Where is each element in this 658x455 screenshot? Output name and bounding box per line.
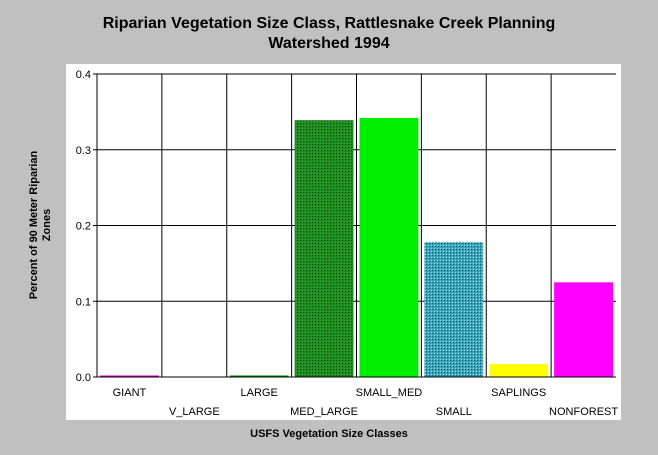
x-tick-label: V_LARGE xyxy=(169,406,220,418)
x-tick-label: LARGE xyxy=(241,387,278,399)
y-tick-label: 0.1 xyxy=(76,296,91,308)
chart-title-line-2: Watershed 1994 xyxy=(268,35,390,52)
bar-med-large xyxy=(294,120,354,378)
bar-small xyxy=(424,242,484,377)
x-axis-label: USFS Vegetation Size Classes xyxy=(250,428,408,440)
chart-title: Riparian Vegetation Size Class, Rattlesn… xyxy=(0,14,658,54)
bar-nonforest xyxy=(554,282,613,377)
y-tick-label: 0.4 xyxy=(76,69,91,81)
bar-small-med xyxy=(359,117,419,377)
bar-saplings xyxy=(489,364,549,377)
y-tick-label: 0.0 xyxy=(76,372,91,384)
x-tick-label: SAPLINGS xyxy=(491,387,546,399)
x-tick-label: MED_LARGE xyxy=(290,406,358,418)
y-tick-label: 0.3 xyxy=(76,145,91,157)
bar-large xyxy=(229,375,289,377)
x-tick-label: SMALL xyxy=(436,406,472,418)
x-tick-label: NONFOREST xyxy=(549,406,618,418)
y-tick-label: 0.2 xyxy=(76,221,91,233)
x-tick-label: GIANT xyxy=(113,387,147,399)
bar-giant xyxy=(100,375,159,377)
chart-title-line-1: Riparian Vegetation Size Class, Rattlesn… xyxy=(102,15,556,32)
x-tick-label: SMALL_MED xyxy=(356,387,423,399)
